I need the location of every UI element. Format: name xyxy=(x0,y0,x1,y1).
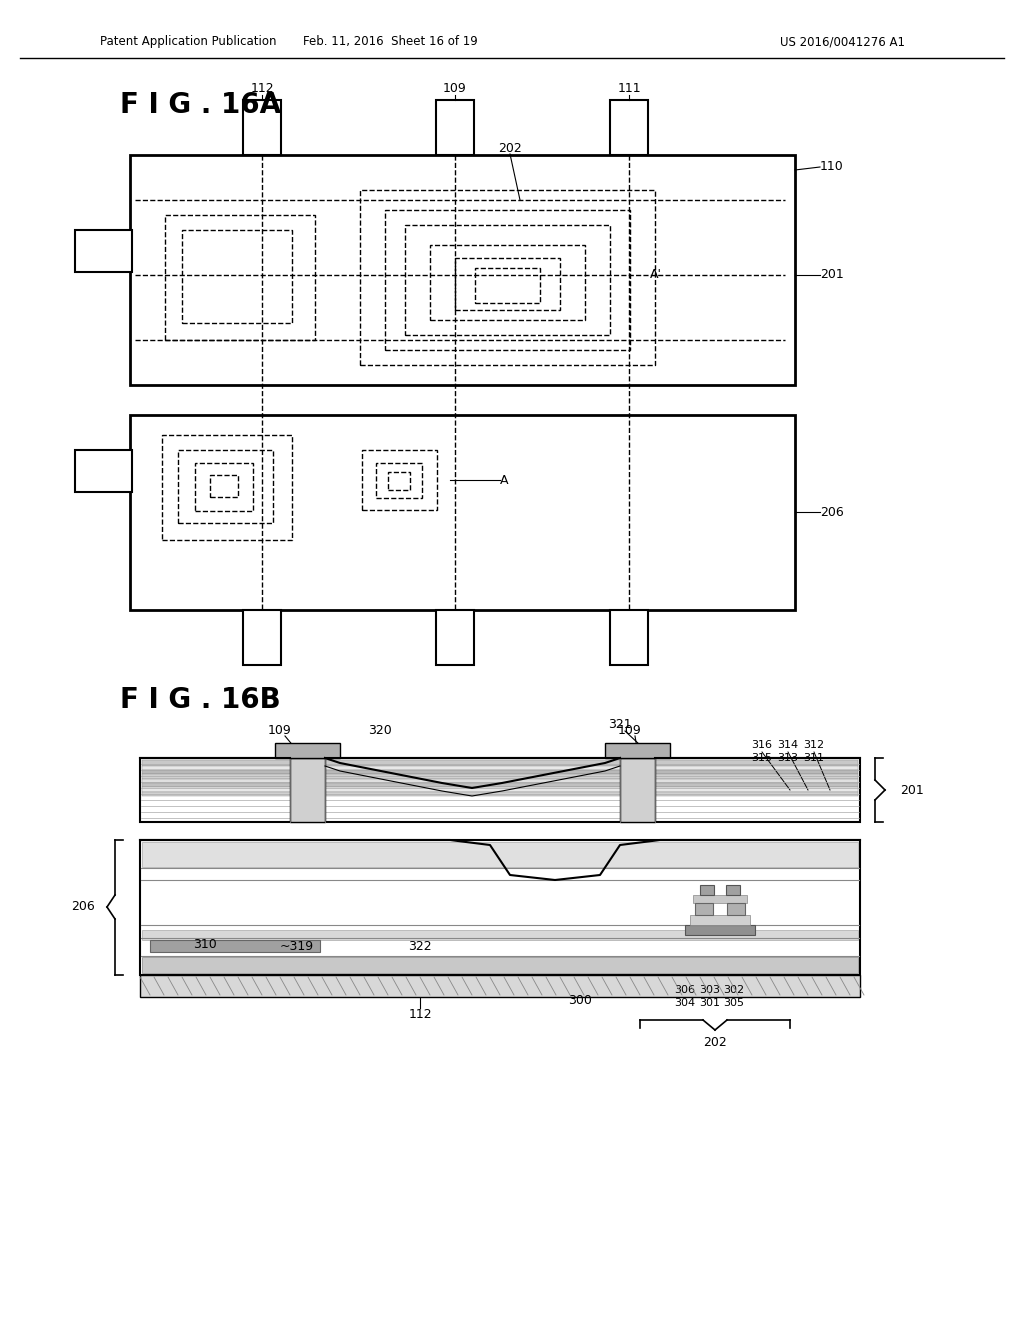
Text: 321: 321 xyxy=(608,718,632,731)
Text: 304: 304 xyxy=(675,998,695,1008)
Bar xyxy=(275,743,340,758)
Bar xyxy=(165,215,315,341)
Bar xyxy=(75,450,132,492)
Text: US 2016/0041276 A1: US 2016/0041276 A1 xyxy=(780,36,905,49)
Bar xyxy=(178,450,273,523)
Bar xyxy=(436,610,474,665)
Bar xyxy=(726,884,740,895)
Text: 311: 311 xyxy=(804,752,824,763)
Text: 201: 201 xyxy=(900,784,924,796)
Text: Feb. 11, 2016  Sheet 16 of 19: Feb. 11, 2016 Sheet 16 of 19 xyxy=(303,36,477,49)
Bar xyxy=(142,770,858,774)
Bar xyxy=(475,268,540,304)
Bar xyxy=(142,783,858,787)
Text: F I G . 16B: F I G . 16B xyxy=(120,686,281,714)
Text: Patent Application Publication: Patent Application Publication xyxy=(100,36,276,49)
Bar xyxy=(727,903,745,915)
Bar xyxy=(142,957,858,973)
Text: 202: 202 xyxy=(498,141,522,154)
Text: 112: 112 xyxy=(250,82,273,95)
Text: 112: 112 xyxy=(409,1008,432,1022)
Bar xyxy=(210,475,238,498)
Bar xyxy=(385,210,630,350)
Text: 313: 313 xyxy=(777,752,799,763)
Bar xyxy=(290,758,325,822)
Bar xyxy=(142,787,858,792)
Bar xyxy=(142,931,858,940)
Bar xyxy=(362,450,437,510)
Bar xyxy=(243,100,281,154)
Text: 305: 305 xyxy=(724,998,744,1008)
Text: 310: 310 xyxy=(194,939,217,952)
Bar xyxy=(455,257,560,310)
Bar xyxy=(620,758,655,822)
Bar xyxy=(130,414,795,610)
Text: 206: 206 xyxy=(72,900,95,913)
Text: 316: 316 xyxy=(752,741,772,750)
Bar xyxy=(430,246,585,319)
Text: 201: 201 xyxy=(820,268,844,281)
Text: 320: 320 xyxy=(368,723,392,737)
Text: A: A xyxy=(500,474,509,487)
Text: A': A' xyxy=(650,268,662,281)
Bar xyxy=(140,758,860,822)
Text: 206: 206 xyxy=(820,506,844,519)
Bar xyxy=(142,842,858,867)
Bar xyxy=(406,224,610,335)
Bar xyxy=(142,779,858,783)
Text: F I G . 16A: F I G . 16A xyxy=(120,91,282,119)
Bar xyxy=(693,895,746,903)
Text: 111: 111 xyxy=(617,82,641,95)
Text: 301: 301 xyxy=(699,998,721,1008)
Bar xyxy=(142,792,858,796)
Text: 109: 109 xyxy=(443,82,467,95)
Bar xyxy=(150,940,319,952)
Text: 303: 303 xyxy=(699,985,721,995)
Text: 300: 300 xyxy=(568,994,592,1006)
Text: 312: 312 xyxy=(804,741,824,750)
Text: 306: 306 xyxy=(675,985,695,995)
Bar xyxy=(610,610,648,665)
Text: 202: 202 xyxy=(703,1035,727,1048)
Bar xyxy=(610,100,648,154)
Bar xyxy=(162,436,292,540)
Bar xyxy=(700,884,714,895)
Bar xyxy=(195,463,253,511)
Text: ~319: ~319 xyxy=(280,940,314,953)
Bar xyxy=(388,473,410,490)
Bar xyxy=(605,743,670,758)
Bar xyxy=(685,925,755,935)
Text: 110: 110 xyxy=(820,161,844,173)
Bar xyxy=(140,975,860,997)
Bar xyxy=(436,100,474,154)
Text: 322: 322 xyxy=(409,940,432,953)
Text: 314: 314 xyxy=(777,741,799,750)
Bar xyxy=(142,766,858,770)
Text: 109: 109 xyxy=(618,723,642,737)
Bar xyxy=(142,774,858,779)
Bar xyxy=(182,230,292,323)
Bar xyxy=(360,190,655,366)
Bar xyxy=(142,760,858,766)
Bar xyxy=(75,230,132,272)
Text: 315: 315 xyxy=(752,752,772,763)
Text: 302: 302 xyxy=(723,985,744,995)
Bar xyxy=(130,154,795,385)
Bar xyxy=(376,463,422,498)
Bar xyxy=(695,903,713,915)
Bar xyxy=(140,840,860,975)
Bar xyxy=(690,915,750,925)
Text: 109: 109 xyxy=(268,723,292,737)
Bar xyxy=(243,610,281,665)
